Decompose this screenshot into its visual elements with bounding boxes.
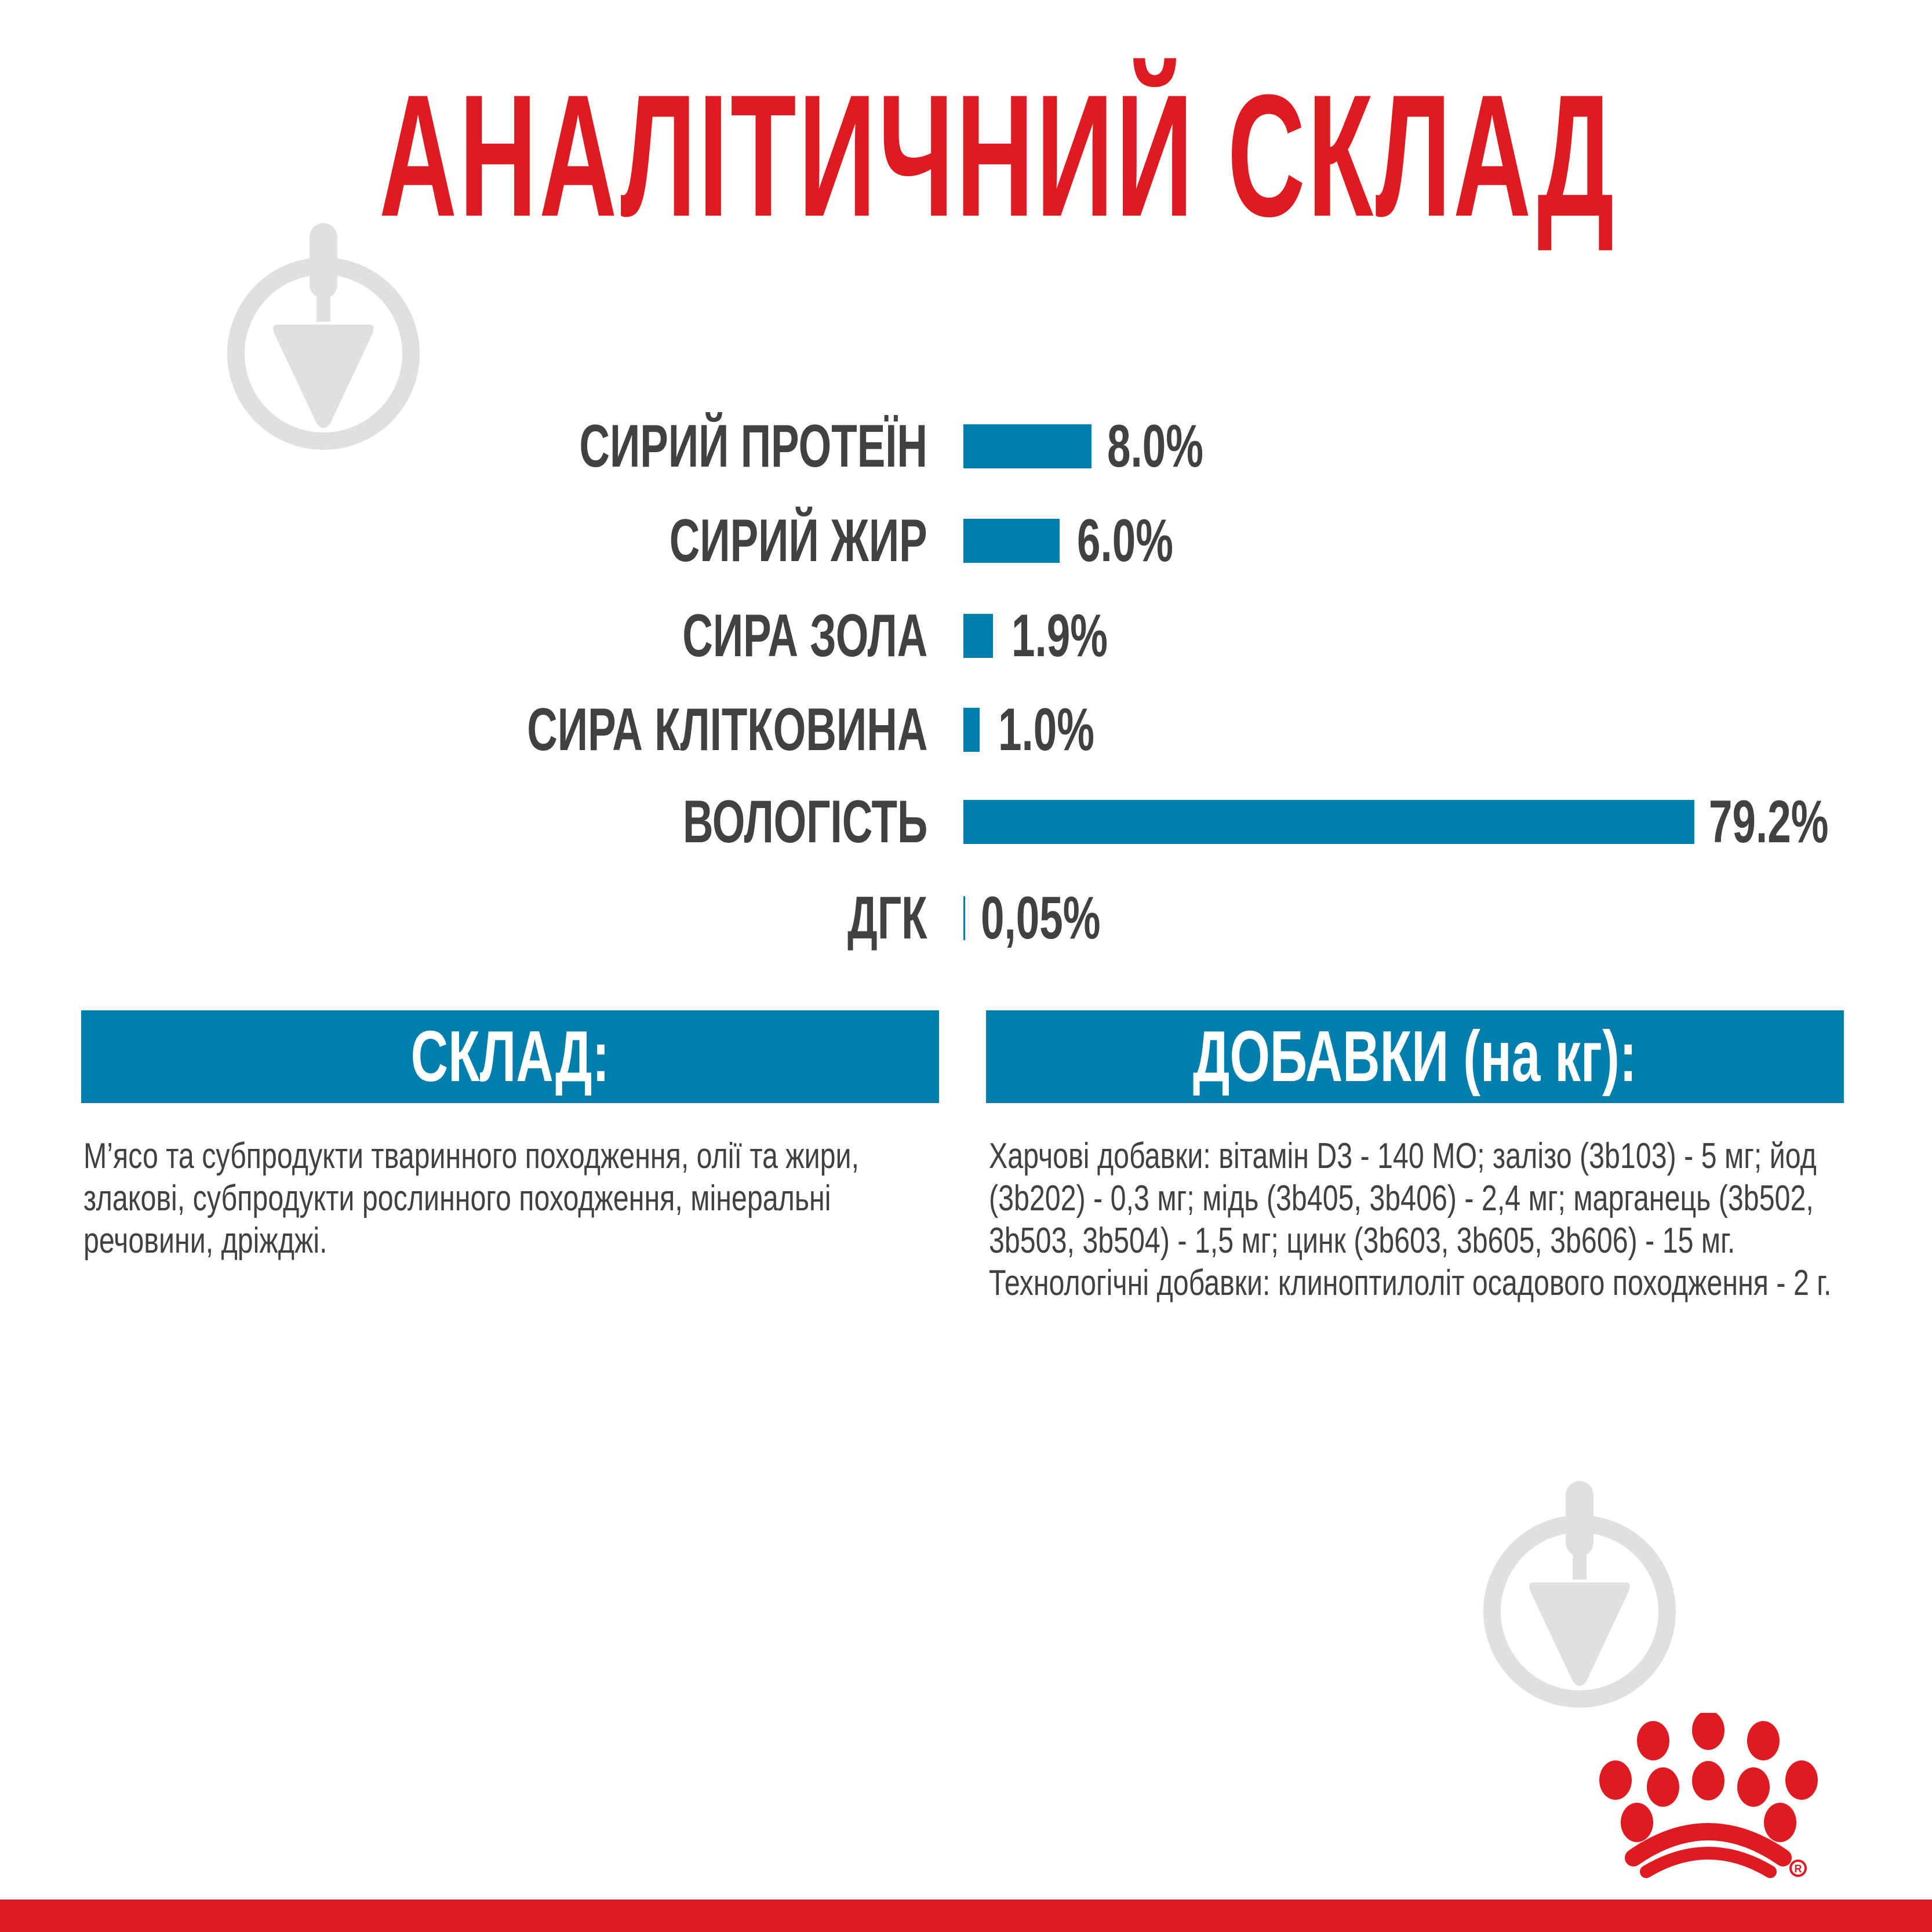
row-label: ДГК [847,885,927,952]
additives-text: Харчові добавки: вітамін D3 - 140 МО; за… [989,1136,1832,1303]
row-value: 0,05% [981,885,1101,952]
row-bar [963,614,993,658]
additives-header-label: ДОБАВКИ (на кг): [1193,1017,1637,1097]
row-value: 1.9% [1012,602,1108,670]
row-label: СИРА ЗОЛА [682,602,927,670]
composition-text: М’ясо та субпродукти тваринного походжен… [83,1136,860,1261]
title-container: АНАЛІТИЧНИЙ СКЛАД [0,68,1932,242]
row-label: СИРИЙ ЖИР [669,507,927,574]
row-value: 79.2% [1709,788,1829,856]
watermark-trowel-icon [1483,1481,1676,1708]
chart-row-fat: СИРИЙ ЖИР 6.0% [0,509,1932,573]
row-label: СИРИЙ ПРОТЕЇН [579,413,927,480]
chart-row-ash: СИРА ЗОЛА 1.9% [0,604,1932,668]
row-bar [963,708,980,752]
chart-row-moisture: ВОЛОГІСТЬ 79.2% [0,790,1932,854]
bottom-red-bar [0,1900,1932,1932]
chart-row-protein: СИРИЙ ПРОТЕЇН 8.0% [0,414,1932,478]
chart-row-dha: ДГК 0,05% [0,886,1932,950]
additives-header: ДОБАВКИ (на кг): [986,1010,1844,1103]
page-title: АНАЛІТИЧНИЙ СКЛАД [379,58,1617,253]
row-bar [963,800,1694,844]
row-bar [963,519,1060,563]
row-value: 1.0% [998,696,1094,763]
row-label: ВОЛОГІСТЬ [682,788,927,856]
row-value: 8.0% [1107,413,1203,480]
row-value: 6.0% [1077,507,1173,574]
row-bar [963,424,1091,468]
svg-text:R: R [1795,1863,1802,1875]
row-bar [963,896,965,940]
row-label: СИРА КЛІТКОВИНА [526,696,927,763]
composition-header-label: СКЛАД: [410,1017,610,1097]
chart-row-fiber: СИРА КЛІТКОВИНА 1.0% [0,698,1932,762]
composition-header: СКЛАД: [81,1010,939,1103]
watermark-trowel-icon [227,223,420,450]
royal-crown-logo-icon: R [1599,1713,1818,1878]
